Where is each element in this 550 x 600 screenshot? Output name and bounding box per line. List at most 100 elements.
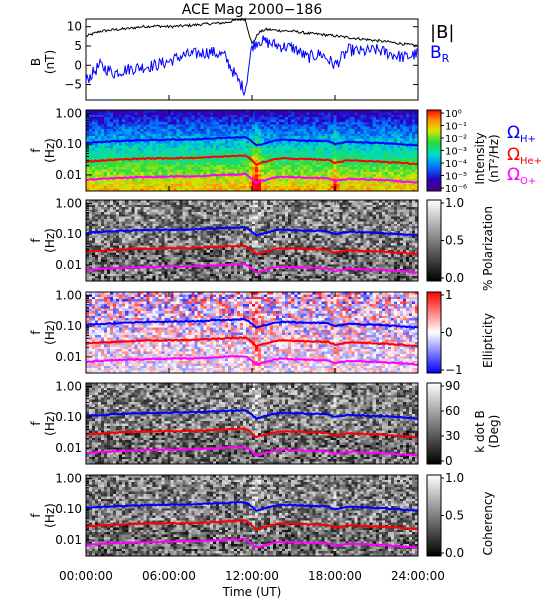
heatmap-cell <box>179 145 183 149</box>
heatmap-cell <box>384 136 389 139</box>
colorbar-cell <box>427 118 441 121</box>
heatmap-cell <box>321 136 325 139</box>
heatmap-cell <box>221 117 226 120</box>
heatmap-cell <box>116 223 120 227</box>
heatmap-cell <box>351 114 356 118</box>
heatmap-cell <box>110 257 114 260</box>
heatmap-cell <box>194 160 199 163</box>
heatmap-cell <box>164 112 168 116</box>
heatmap-cell <box>155 129 159 132</box>
heatmap-cell <box>357 171 362 175</box>
heatmap-cell <box>321 179 325 182</box>
heatmap-cell <box>224 117 229 120</box>
heatmap-cell <box>236 169 241 173</box>
heatmap-cell <box>212 164 217 168</box>
heatmap-cell <box>128 171 132 175</box>
heatmap-cell <box>185 200 190 203</box>
heatmap-cell <box>86 176 90 180</box>
heatmap-cell <box>215 131 220 135</box>
heatmap-cell <box>128 148 132 151</box>
heatmap-cell <box>92 257 96 260</box>
heatmap-cell <box>131 219 135 222</box>
heatmap-cell <box>333 176 337 180</box>
heatmap-cell <box>143 245 147 249</box>
heatmap-cell <box>164 271 168 275</box>
heatmap-cell <box>273 136 277 139</box>
heatmap-cell <box>92 247 96 251</box>
heatmap-cell <box>176 167 180 170</box>
colorbar-tick-label: 10⁻¹ <box>445 122 467 133</box>
heatmap-cell <box>393 124 398 128</box>
heatmap-cell <box>245 131 250 135</box>
heatmap-cell <box>176 171 180 175</box>
heatmap-cell <box>164 110 168 113</box>
heatmap-cell <box>101 240 105 244</box>
heatmap-cell <box>405 167 410 170</box>
heatmap-cell <box>390 117 395 120</box>
heatmap-cell <box>414 121 419 125</box>
heatmap-cell <box>354 112 359 116</box>
heatmap-cell <box>98 245 102 249</box>
heatmap-cell <box>173 238 177 241</box>
heatmap-cell <box>170 261 174 265</box>
heatmap-cell <box>318 179 322 182</box>
heatmap-cell <box>176 188 180 192</box>
heatmap-cell <box>411 171 416 175</box>
heatmap-cell <box>345 126 349 130</box>
heatmap-cell <box>137 143 141 147</box>
heatmap-cell <box>110 209 114 213</box>
heatmap-cell <box>98 257 102 260</box>
heatmap-cell <box>342 179 346 182</box>
heatmap-cell <box>396 129 401 132</box>
heatmap-cell <box>261 136 265 139</box>
heatmap-cell <box>125 140 129 144</box>
heatmap-cell <box>113 271 117 275</box>
heatmap-cell <box>131 117 135 120</box>
heatmap-cell <box>384 155 389 159</box>
heatmap-cell <box>285 174 289 178</box>
heatmap-cell <box>161 133 165 137</box>
heatmap-cell <box>173 211 177 215</box>
heatmap-cell <box>242 181 247 185</box>
heatmap-cell <box>89 261 93 265</box>
heatmap-cell <box>306 160 310 163</box>
heatmap-cell <box>333 131 337 135</box>
heatmap-cell <box>128 259 132 263</box>
heatmap-cell <box>203 121 208 125</box>
heatmap-cell <box>315 152 319 156</box>
heatmap-cell <box>402 174 407 178</box>
heatmap-cell <box>270 157 274 161</box>
heatmap-cell <box>378 157 383 161</box>
heatmap-cell <box>125 209 129 213</box>
heatmap-cell <box>173 121 177 125</box>
heatmap-cell <box>276 160 280 163</box>
heatmap-cell <box>110 250 114 253</box>
heatmap-cell <box>167 117 171 120</box>
heatmap-cell <box>116 121 120 125</box>
heatmap-cell <box>173 200 177 203</box>
heatmap-cell <box>387 186 392 190</box>
heatmap-cell <box>182 152 186 156</box>
heatmap-cell <box>227 124 232 128</box>
heatmap-cell <box>164 252 168 256</box>
heatmap-cell <box>375 138 380 142</box>
heatmap-cell <box>333 138 337 142</box>
heatmap-cell <box>402 126 407 130</box>
heatmap-cell <box>182 266 186 270</box>
heatmap-cell <box>119 164 123 168</box>
heatmap-cell <box>393 162 398 166</box>
heatmap-cell <box>152 200 156 203</box>
heatmap-cell <box>164 202 168 206</box>
heatmap-cell <box>330 162 334 166</box>
heatmap-cell <box>390 136 395 139</box>
heatmap-cell <box>255 152 259 156</box>
heatmap-cell <box>342 131 346 135</box>
heatmap-cell <box>167 167 171 170</box>
heatmap-cell <box>146 145 150 149</box>
heatmap-cell <box>203 110 208 113</box>
heatmap-cell <box>137 114 141 118</box>
heatmap-cell <box>390 188 395 192</box>
heatmap-cell <box>89 164 93 168</box>
heatmap-cell <box>179 219 183 222</box>
heatmap-cell <box>239 164 244 168</box>
